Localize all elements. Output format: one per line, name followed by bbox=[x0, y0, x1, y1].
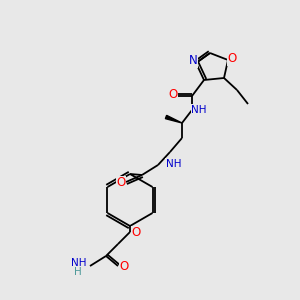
Text: NH: NH bbox=[166, 159, 182, 169]
Polygon shape bbox=[165, 116, 182, 123]
Text: O: O bbox=[116, 176, 126, 190]
Text: O: O bbox=[168, 88, 178, 101]
Text: O: O bbox=[227, 52, 237, 65]
Text: O: O bbox=[119, 260, 129, 272]
Text: H: H bbox=[74, 267, 82, 277]
Text: NH: NH bbox=[70, 258, 86, 268]
Text: NH: NH bbox=[191, 105, 207, 115]
Text: N: N bbox=[189, 55, 197, 68]
Text: O: O bbox=[131, 226, 141, 239]
